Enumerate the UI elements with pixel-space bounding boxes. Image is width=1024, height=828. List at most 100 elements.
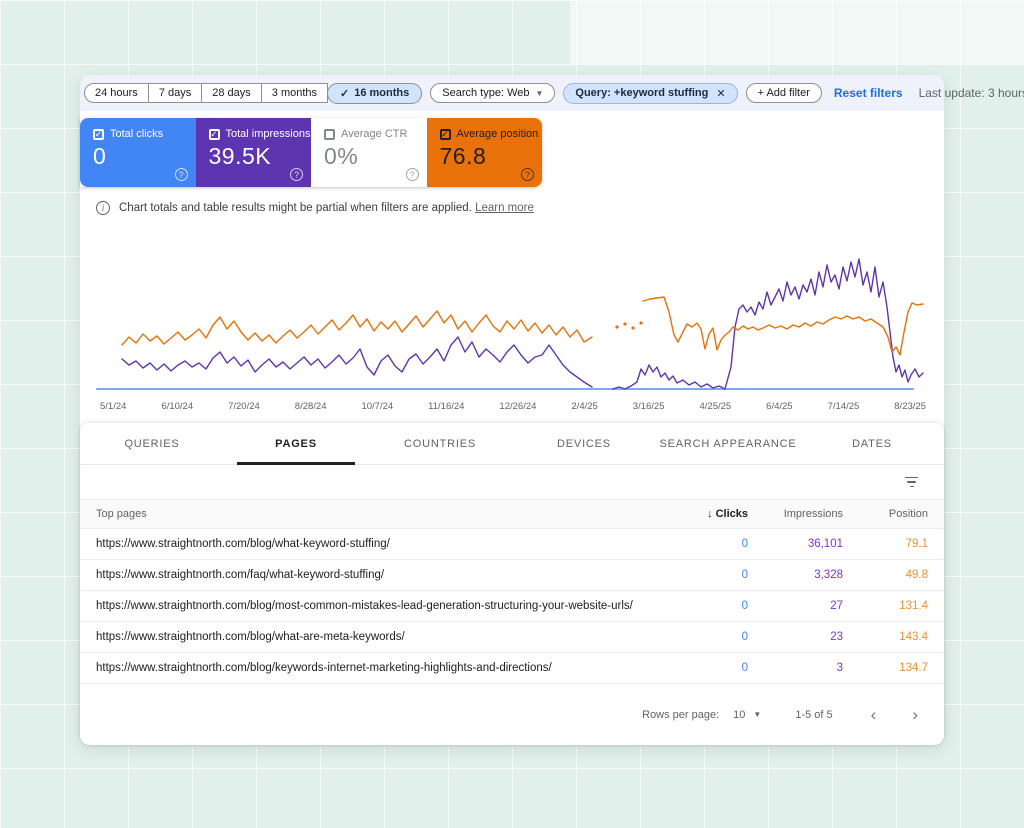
table-row: https://www.straightnorth.com/blog/what-… [80,529,944,560]
page-url-link[interactable]: https://www.straightnorth.com/blog/most-… [96,600,633,612]
time-range-24-hours[interactable]: 24 hours [84,83,149,103]
chart-x-axis: 5/1/24 6/10/24 7/20/24 8/28/24 10/7/24 1… [100,401,926,412]
axis-tick: 5/1/24 [100,401,127,412]
metric-value: 0% [324,143,359,169]
table-row: https://www.straightnorth.com/blog/keywo… [80,653,944,684]
total-clicks-card[interactable]: Total clicks 0 ? [80,118,196,187]
position-value: 131.4 [899,600,928,612]
time-range-label: 3 months [271,87,318,99]
time-range-28-days[interactable]: 28 days [201,83,262,103]
time-range-3-months[interactable]: 3 months [260,83,329,103]
help-icon[interactable]: ? [174,168,188,181]
search-type-label: Search type: Web [442,87,530,99]
help-icon[interactable]: ? [405,168,419,181]
position-value: 143.4 [899,631,928,643]
background-light-patch [570,0,1024,64]
tab-search-appearance[interactable]: SEARCH APPEARANCE [659,437,797,450]
checkbox-icon[interactable] [93,128,104,140]
close-icon[interactable]: ✕ [716,87,726,100]
chart-canvas [96,258,924,390]
table-filter-icon[interactable] [901,473,922,492]
table-header: Top pages ↓ Clicks Impressions Position [80,499,944,529]
info-icon: i [96,201,110,215]
position-value: 134.7 [899,662,928,674]
metric-label: Total impressions [225,128,311,140]
clicks-value: 0 [741,538,748,550]
rows-per-page-select[interactable]: 10 ▼ [733,709,761,721]
search-type-dropdown[interactable]: Search type: Web ▼ [430,83,556,103]
checkbox-icon[interactable] [324,128,335,140]
time-range-label: 7 days [158,87,192,99]
axis-tick: 2/4/25 [571,401,598,412]
metric-cards: Total clicks 0 ? Total impressions 39.5K… [80,118,542,187]
time-range-7-days[interactable]: 7 days [147,83,203,103]
metric-label: Total clicks [110,128,164,140]
axis-tick: 7/20/24 [228,401,260,412]
position-value: 49.8 [905,569,928,581]
axis-tick: 8/23/25 [894,401,926,412]
metric-label: Average CTR [341,128,408,140]
axis-tick: 10/7/24 [361,401,394,412]
page-url-link[interactable]: https://www.straightnorth.com/blog/what-… [96,538,390,550]
table-row: https://www.straightnorth.com/blog/what-… [80,622,944,653]
metric-label: Average position [456,128,539,140]
dimension-tabs: QUERIES PAGES COUNTRIES DEVICES SEARCH A… [80,423,944,465]
metric-value: 0 [93,143,107,169]
query-filter-chip[interactable]: Query: +keyword stuffing ✕ [563,82,738,104]
tab-queries[interactable]: QUERIES [124,437,180,450]
tab-pages[interactable]: PAGES [224,423,368,464]
reset-filters-link[interactable]: Reset filters [833,86,903,100]
time-range-group: 24 hours 7 days 28 days 3 months ✓ 16 mon… [84,82,423,104]
average-ctr-card[interactable]: Average CTR 0% ? [311,118,427,187]
axis-tick: 11/16/24 [428,401,465,412]
axis-tick: 12/26/24 [499,401,537,412]
page-url-link[interactable]: https://www.straightnorth.com/faq/what-k… [96,569,385,581]
table-row: https://www.straightnorth.com/blog/most-… [80,591,944,622]
help-icon[interactable]: ? [521,168,534,181]
check-icon: ✓ [340,87,350,100]
column-position[interactable]: Position [888,508,928,520]
chevron-down-icon: ▼ [535,88,544,98]
axis-tick: 3/16/25 [632,401,665,412]
impressions-value: 36,101 [807,538,843,550]
add-filter-label: + Add filter [757,87,810,99]
axis-tick: 6/10/24 [161,401,194,412]
dimensions-table-card: QUERIES PAGES COUNTRIES DEVICES SEARCH A… [80,423,944,745]
time-range-label: 16 months [354,87,410,99]
time-range-label: 24 hours [95,87,138,99]
query-filter-label: Query: +keyword stuffing [575,87,709,99]
partial-data-notice: i Chart totals and table results might b… [96,201,944,215]
impressions-value: 23 [830,631,843,643]
tab-devices[interactable]: DEVICES [557,437,611,450]
checkbox-icon[interactable] [208,128,220,140]
checkbox-icon[interactable] [439,128,451,140]
last-update-text: Last update: 3 hours ago [918,86,1024,100]
tab-dates[interactable]: DATES [852,437,892,450]
time-range-16-months[interactable]: ✓ 16 months [327,82,423,104]
tab-countries[interactable]: COUNTRIES [404,437,476,450]
rows-per-page-value: 10 [733,708,746,721]
table-pagination: Rows per page: 10 ▼ 1-5 of 5 ‹ › [80,684,944,745]
help-icon[interactable]: ? [290,168,303,181]
impressions-value: 27 [830,600,843,612]
rows-per-page-label: Rows per page: [642,708,720,721]
learn-more-link[interactable]: Learn more [475,202,534,214]
impressions-value: 3,328 [814,569,843,581]
add-filter-button[interactable]: + Add filter [745,83,822,103]
time-range-label: 28 days [212,87,251,99]
clicks-value: 0 [741,662,748,674]
next-page-button[interactable]: › [912,705,918,724]
column-clicks-sort[interactable]: ↓ Clicks [707,508,748,520]
total-impressions-card[interactable]: Total impressions 39.5K ? [195,118,311,187]
axis-tick: 7/14/25 [827,401,860,412]
average-position-card[interactable]: Average position 76.8 ? [426,118,542,187]
table-row: https://www.straightnorth.com/faq/what-k… [80,560,944,591]
page-url-link[interactable]: https://www.straightnorth.com/blog/what-… [96,631,405,643]
previous-page-button[interactable]: ‹ [870,705,877,724]
column-impressions[interactable]: Impressions [783,508,843,520]
section-gap [80,412,944,423]
search-console-performance-panel: 24 hours 7 days 28 days 3 months ✓ 16 mon… [80,75,1024,745]
position-value: 79.1 [905,538,928,550]
clicks-value: 0 [741,631,748,643]
page-url-link[interactable]: https://www.straightnorth.com/blog/keywo… [96,662,552,674]
